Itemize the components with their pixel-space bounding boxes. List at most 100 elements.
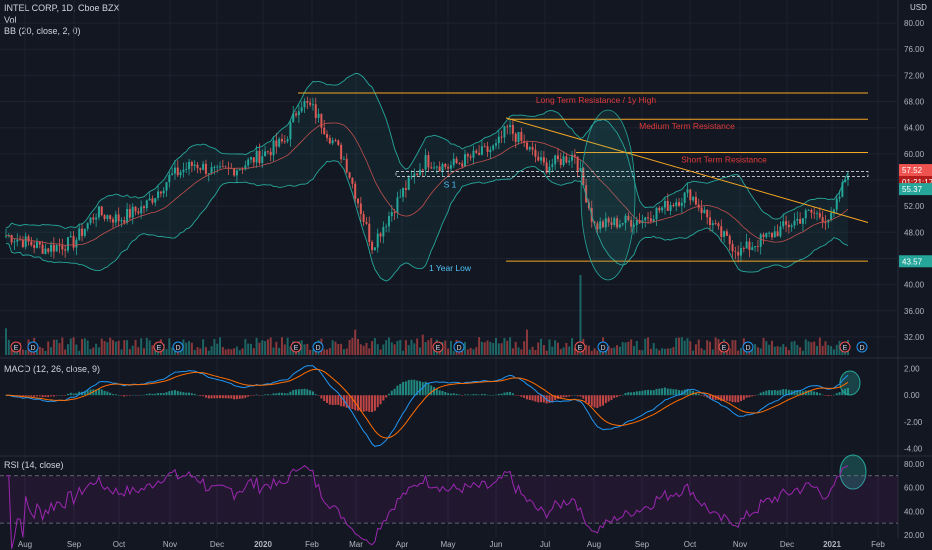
macd-hist-bar: [230, 395, 233, 399]
macd-hist-bar: [289, 391, 292, 396]
volume-bar: [342, 349, 345, 355]
macd-hist-bar: [416, 380, 419, 396]
volume-bar: [334, 341, 337, 355]
volume-bar: [286, 337, 289, 355]
macd-hist-bar: [292, 389, 295, 396]
candle-body: [359, 203, 362, 215]
candle-body: [632, 225, 635, 227]
volume-bar: [528, 349, 531, 355]
candle-body: [238, 169, 241, 171]
macd-hist-bar: [210, 395, 213, 399]
volume-bar: [385, 340, 388, 355]
candle-body: [675, 202, 678, 207]
macd-hist-bar: [573, 394, 576, 396]
candle-body: [202, 163, 205, 170]
candle-body: [449, 165, 452, 169]
candle-body: [494, 143, 497, 146]
macd-hist-bar: [652, 390, 655, 396]
macd-hist-bar: [779, 389, 782, 396]
time-tick-label: Feb: [305, 540, 319, 549]
volume-bar: [801, 350, 804, 355]
volume-bar: [523, 341, 526, 355]
candle-body: [832, 209, 835, 213]
volume-bar: [58, 343, 61, 355]
volume-bar: [38, 346, 41, 355]
macd-hist-bar: [320, 395, 323, 399]
candle-body: [13, 241, 16, 243]
macd-hist-bar: [219, 395, 222, 399]
volume-bar: [92, 347, 95, 355]
candle-body: [565, 156, 568, 163]
volume-bar: [571, 338, 574, 355]
candle-body: [466, 154, 469, 157]
candle-body: [545, 162, 548, 173]
candle-body: [30, 241, 33, 246]
price-tick-label: 32.00: [904, 333, 925, 342]
candle-body: [368, 223, 371, 243]
macd-hist-bar: [514, 395, 517, 396]
macd-hist-bar: [303, 388, 306, 396]
volume-bar: [72, 337, 75, 355]
macd-hist-bar: [686, 389, 689, 396]
candle-body: [847, 176, 849, 180]
volume-bar: [686, 338, 689, 355]
candle-body: [770, 232, 773, 238]
macd-hist-bar: [44, 395, 47, 398]
candle-body: [199, 168, 202, 170]
volume-bar: [95, 343, 98, 355]
volume-bar: [151, 345, 154, 355]
macd-hist-bar: [762, 391, 765, 396]
macd-hist-bar: [275, 393, 278, 396]
candle-body: [244, 165, 247, 170]
volume-bar: [278, 347, 281, 355]
candle-body: [66, 237, 69, 251]
macd-hist-bar: [47, 395, 50, 398]
volume-bar: [464, 342, 467, 355]
event-marker: [856, 341, 868, 353]
candle-body: [157, 191, 160, 199]
time-tick-label: Dec: [210, 540, 224, 549]
macd-hist-bar: [418, 381, 421, 396]
macd-hist-bar: [824, 395, 827, 396]
candle-body: [717, 223, 720, 227]
macd-hist-bar: [72, 393, 75, 396]
macd-hist-bar: [835, 393, 838, 396]
event-marker: [432, 341, 444, 353]
candle-body: [109, 215, 112, 220]
time-tick-label: Aug: [18, 540, 32, 549]
macd-hist-bar: [458, 394, 461, 396]
candle-body: [331, 140, 334, 144]
candle-body: [554, 155, 557, 165]
macd-hist-bar: [523, 395, 526, 398]
macd-hist-bar: [103, 390, 106, 396]
candle-body: [779, 226, 782, 237]
macd-hist-bar: [827, 395, 830, 397]
candle-body: [480, 146, 483, 155]
candle-body: [807, 210, 810, 211]
candle-body: [810, 210, 813, 213]
macd-tick-label: 0.00: [904, 391, 920, 400]
volume-bar: [275, 341, 278, 355]
time-tick-label: 2021: [823, 540, 841, 549]
candle-body: [320, 113, 323, 128]
volume-bar: [475, 347, 478, 355]
volume-bar: [773, 346, 776, 355]
volume-bar: [176, 350, 179, 355]
macd-hist-bar: [540, 395, 543, 403]
volume-bar: [494, 338, 497, 355]
volume-bar: [509, 337, 512, 355]
volume-bar: [627, 341, 630, 355]
macd-hist-bar: [644, 390, 647, 396]
last-price-badge: 57.52: [902, 166, 923, 175]
candle-body: [128, 209, 131, 218]
volume-bar: [328, 348, 331, 355]
volume-bar: [618, 346, 621, 355]
time-tick-label: Aug: [587, 540, 601, 549]
candle-body: [5, 235, 7, 237]
candle-body: [204, 163, 207, 174]
volume-bar: [813, 341, 816, 355]
volume-bar: [368, 348, 371, 355]
candle-body: [89, 217, 92, 224]
volume-bar: [114, 341, 117, 355]
